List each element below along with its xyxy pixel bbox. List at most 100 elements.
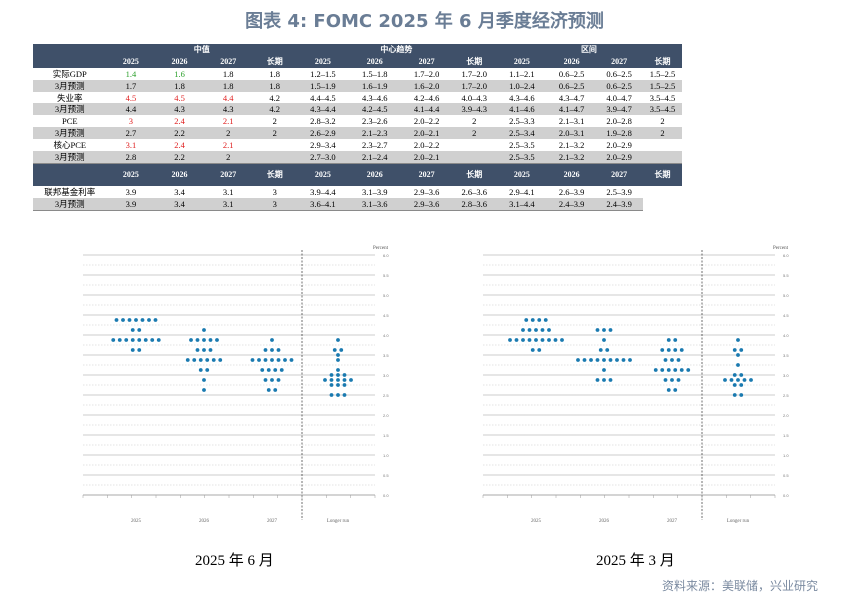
dot <box>729 378 734 382</box>
table-cell: 3.6–4.1 <box>296 197 349 211</box>
dot <box>653 368 658 372</box>
dot <box>276 378 281 382</box>
dot <box>329 373 334 377</box>
x-tick-label: 2027 <box>267 519 278 524</box>
dot <box>273 388 278 392</box>
table-cell: 2.5–3.3 <box>509 116 535 127</box>
dot <box>195 338 200 342</box>
table-cell: 2 <box>642 127 682 140</box>
table-cell: 3.9–4.4 <box>310 186 336 197</box>
table-cell: 2.3–2.6 <box>362 116 388 127</box>
dot <box>670 358 674 362</box>
y-tick-label: 3.0 <box>783 373 789 378</box>
dot <box>283 358 287 362</box>
dot <box>676 378 681 382</box>
table-cell: 2.0–2.1 <box>400 151 453 164</box>
col-header: 长期 <box>452 163 496 186</box>
dot <box>202 328 206 332</box>
dot <box>117 338 122 342</box>
caption-june: 2025 年 6 月 <box>195 553 274 569</box>
dot <box>270 348 274 352</box>
y-tick-label: 0.5 <box>783 473 789 478</box>
table-cell: 2.0–2.8 <box>606 116 632 127</box>
header-blank <box>33 55 107 68</box>
dot <box>130 338 135 342</box>
table-header-row: 2025 2026 2027 长期 2025 2026 2027 长期 2025 2026 2027… <box>33 55 682 68</box>
col-header: 长期 <box>642 55 682 68</box>
table-cell: 2.1–3.1 <box>558 116 585 127</box>
y-tick-label: 4.5 <box>783 313 789 318</box>
dot <box>121 318 125 322</box>
table-cell: 3.9–4.3 <box>452 103 496 116</box>
dot <box>673 348 678 352</box>
y-tick-label: 1.0 <box>383 453 389 458</box>
y-tick-label: 1.0 <box>783 453 789 458</box>
y-tick-label: 2.5 <box>783 393 789 398</box>
dot <box>736 363 740 367</box>
table-cell: 3.1 <box>222 186 234 197</box>
dot-plot-march: 0.0 0.5 1.0 1.5 2.0 2.5 3.0 3.5 4.0 4.5 5.0 5.5 6.0 P… <box>482 246 789 524</box>
col-header: 2025 <box>495 55 548 68</box>
table-cell: 2.6–3.6 <box>461 186 488 197</box>
dot <box>514 338 519 342</box>
y-tick-label: 1.5 <box>383 433 389 438</box>
dot <box>736 353 740 357</box>
dot <box>205 368 210 372</box>
row-label: PCE <box>61 116 78 127</box>
dot <box>276 358 281 362</box>
dot <box>670 378 674 382</box>
dot <box>336 383 340 387</box>
dot <box>263 378 268 382</box>
dot <box>336 393 340 397</box>
table-cell: 0.6–2.5 <box>558 68 585 79</box>
x-tick-label: 2025 <box>531 519 542 524</box>
col-header: 长期 <box>452 55 496 68</box>
dot <box>732 373 737 377</box>
table-cell: 3.5–4.5 <box>642 103 682 116</box>
table-row: 3月预测 2.7 2.2 2 2 2.6–2.9 2.1–2.3 2.0–2.1 2 2.5–3.… <box>33 127 682 140</box>
y-tick-label: 3.5 <box>783 353 789 358</box>
page-title: 图表 4: FOMC 2025 年 6 月季度经济预测 <box>245 11 604 32</box>
y-tick-label: 0.0 <box>383 493 389 498</box>
table-cell: 3.5–4.5 <box>649 92 676 103</box>
dot <box>218 358 223 362</box>
table-cell: 0.6–2.5 <box>595 79 643 92</box>
dot <box>342 383 347 387</box>
y-tick-label: 5.5 <box>383 273 389 278</box>
table-cell: 2.5–3.5 <box>495 151 548 164</box>
table-cell: 2.1–2.4 <box>348 151 401 164</box>
dot <box>530 318 535 322</box>
col-header: 2026 <box>547 55 596 68</box>
table-cell: 2.6–3.9 <box>558 186 585 197</box>
col-header: 长期 <box>252 163 297 186</box>
table-cell: 4.1–4.4 <box>400 103 453 116</box>
dot <box>332 348 337 352</box>
table-cell: 2.0–2.9 <box>595 151 643 164</box>
dot <box>673 338 678 342</box>
table-cell: 2.8–3.2 <box>310 116 336 127</box>
table-cell: 1.8 <box>203 79 253 92</box>
dot <box>185 358 190 362</box>
dot <box>553 338 558 342</box>
table-cell: 4.3 <box>155 103 204 116</box>
table-cell: 3.4 <box>155 197 204 211</box>
col-header: 2025 <box>106 163 156 186</box>
dot <box>666 338 671 342</box>
dot <box>608 378 613 382</box>
dot <box>263 358 268 362</box>
dot <box>732 383 737 387</box>
dot <box>540 328 545 332</box>
source-note: 资料来源：美联储，兴业研究 <box>661 579 818 593</box>
dot <box>263 348 268 352</box>
col-header: 2026 <box>547 163 596 186</box>
dot <box>127 318 132 322</box>
table-row: PCE 3 2.4 2.1 2 2.8–3.2 2.3–2.6 2.0–2.2 2 2.5–3.3… <box>33 115 682 127</box>
table-cell: 4.5 <box>125 92 137 103</box>
table-cell: 2 <box>452 127 496 140</box>
dot <box>195 348 200 352</box>
dot <box>527 338 532 342</box>
group-header-blank <box>33 44 107 56</box>
dot <box>673 388 678 392</box>
caption-march: 2025 年 3 月 <box>596 553 675 569</box>
table-cell: 1.4 <box>125 68 137 79</box>
